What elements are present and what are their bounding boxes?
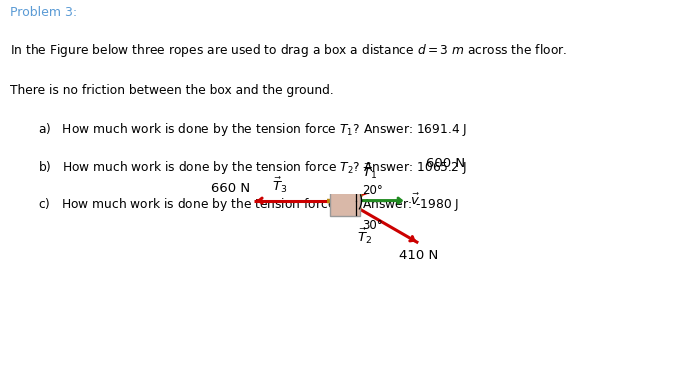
Text: a)   How much work is done by the tension force $T_1$? Answer: 1691.4 J: a) How much work is done by the tension …: [38, 121, 467, 138]
Text: There is no friction between the box and the ground.: There is no friction between the box and…: [10, 84, 333, 97]
Text: 600 N: 600 N: [426, 157, 465, 170]
Bar: [330, 186, 360, 216]
Text: 410 N: 410 N: [399, 250, 438, 263]
Text: $\vec{T}_3$: $\vec{T}_3$: [272, 175, 288, 195]
Text: $\vec{T}_2$: $\vec{T}_2$: [357, 226, 372, 246]
Text: $\vec{T}_1$: $\vec{T}_1$: [362, 162, 377, 181]
Text: $\vec{v}$: $\vec{v}$: [410, 193, 420, 208]
Text: In the Figure below three ropes are used to drag a box a distance $d = 3$ $m$ ac: In the Figure below three ropes are used…: [10, 42, 566, 59]
Text: 30°: 30°: [362, 219, 383, 232]
Text: b)   How much work is done by the tension force $T_2$? Answer: 1065.2 J: b) How much work is done by the tension …: [38, 159, 467, 176]
Text: 20°: 20°: [362, 184, 383, 197]
Text: c)   How much work is done by the tension force $T_3$? Answer: -1980 J: c) How much work is done by the tension …: [38, 196, 460, 213]
Text: 660 N: 660 N: [211, 182, 250, 195]
Text: Problem 3:: Problem 3:: [10, 6, 77, 19]
